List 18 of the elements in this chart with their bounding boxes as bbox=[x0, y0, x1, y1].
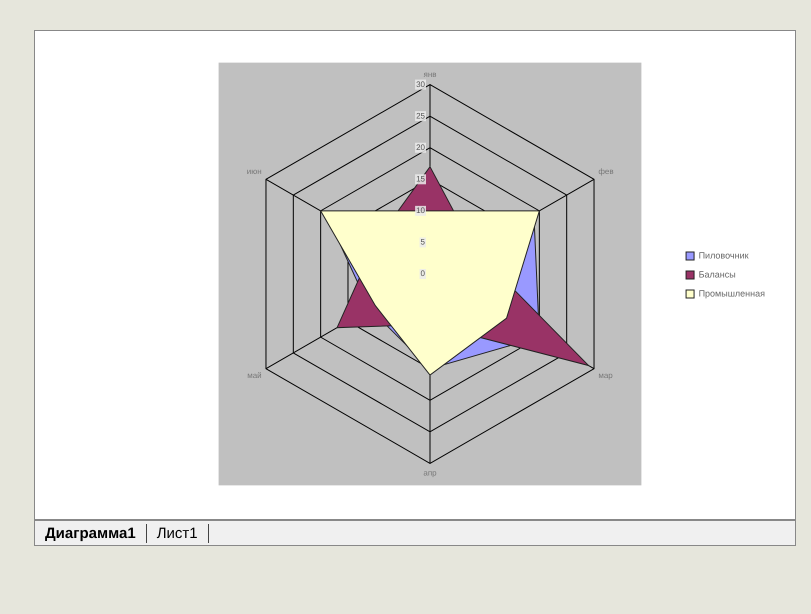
text: Диаграмма1 bbox=[35, 524, 147, 542]
spoke-label: янв bbox=[424, 70, 436, 80]
legend-label: Промышленная bbox=[698, 288, 766, 298]
legend-label: Балансы bbox=[698, 269, 736, 280]
y-tick-label: 10 bbox=[416, 206, 426, 216]
text: Лист1 bbox=[146, 524, 209, 542]
y-tick-label: 25 bbox=[416, 111, 426, 120]
y-tick-label: 30 bbox=[416, 80, 426, 89]
legend-label: Пиловочник bbox=[698, 250, 749, 260]
spoke-label: мар bbox=[598, 371, 614, 380]
y-tick-label: 0 bbox=[420, 269, 426, 278]
spoke-label: фев bbox=[598, 167, 614, 176]
y-tick-label: 5 bbox=[420, 238, 426, 247]
spoke-label: май bbox=[247, 371, 262, 380]
y-tick-label: 15 bbox=[416, 174, 426, 184]
y-tick-label: 20 bbox=[416, 142, 426, 152]
spoke-label: апр bbox=[423, 468, 438, 478]
spoke-label: июн bbox=[246, 167, 262, 176]
